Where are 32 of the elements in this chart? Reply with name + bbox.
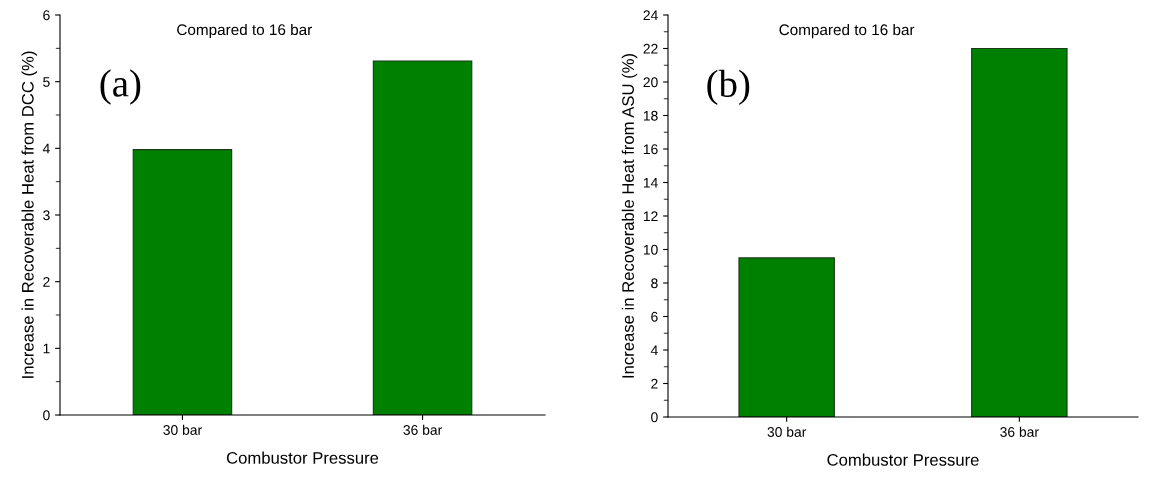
annotation: (a) — [100, 69, 141, 105]
y-tick-label: 14 — [643, 177, 658, 188]
annotation: Compared to 16 bar — [177, 23, 312, 39]
y-tick-label: 20 — [643, 77, 658, 88]
y-axis-title: Increase in Recoverable Heat from DCC (%) — [21, 51, 37, 378]
annotation: (b) — [707, 69, 750, 105]
y-tick-label: 18 — [643, 110, 658, 121]
x-tick-label: 30 bar — [767, 426, 807, 437]
y-tick-label: 4 — [42, 143, 50, 154]
y-tick-label: 2 — [43, 277, 50, 287]
x-tick-label: 36 bar — [1000, 426, 1039, 437]
y-tick-label: 24 — [643, 10, 658, 21]
y-tick-label: 0 — [651, 412, 658, 423]
y-tick-label: 4 — [650, 345, 658, 356]
y-tick-label: 22 — [643, 43, 658, 54]
y-tick-label: 8 — [651, 278, 658, 289]
x-tick-label: 36 bar — [403, 424, 443, 435]
y-axis-title: Increase in Recoverable Heat from ASU (%) — [621, 54, 638, 378]
annotation: Compared to 16 bar — [779, 23, 915, 39]
y-tick-label: 12 — [643, 211, 658, 222]
y-tick-label: 3 — [43, 210, 50, 221]
y-tick-label: 16 — [643, 144, 658, 155]
y-tick-label: 10 — [643, 244, 658, 255]
x-axis-title: Combustor Pressure — [827, 453, 979, 466]
x-tick-label: 30 bar — [163, 424, 202, 435]
y-tick-label: 2 — [651, 378, 658, 389]
y-tick-label: 6 — [43, 10, 50, 21]
y-tick-label: 0 — [43, 410, 50, 421]
y-tick-label: 5 — [43, 77, 50, 87]
x-axis-title: Combustor Pressure — [226, 451, 379, 464]
y-tick-label: 6 — [651, 311, 658, 322]
y-tick-label: 1 — [43, 343, 50, 354]
